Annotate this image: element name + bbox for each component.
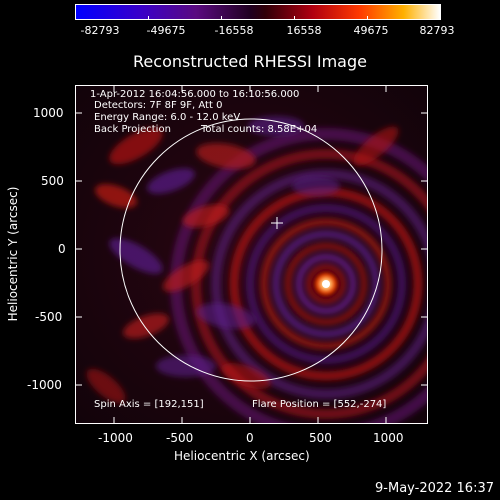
x-tick-label: -500: [166, 431, 194, 445]
x-tick-label: 500: [309, 431, 332, 445]
info-flare-position: Flare Position = [552,-274]: [252, 399, 387, 410]
cb-tick: [294, 16, 295, 20]
colorbar-label: -49675: [146, 24, 186, 37]
cb-tick: [75, 16, 76, 20]
cb-tick: [221, 16, 222, 20]
info-method: Back Projection: [94, 124, 171, 135]
y-axis-label: Heliocentric Y (arcsec): [6, 186, 20, 322]
cb-tick: [440, 16, 441, 20]
x-tick-label: 0: [246, 431, 254, 445]
y-tick-label: 1000: [33, 106, 64, 120]
info-total-counts: Total counts: 8.58E+04: [201, 124, 318, 135]
y-tick-label: 500: [41, 174, 64, 188]
info-spin-axis: Spin Axis = [192,151]: [94, 399, 204, 410]
colorbar-gradient: [76, 5, 440, 19]
info-energy-range: Energy Range: 6.0 - 12.0 keV: [94, 112, 241, 123]
colorbar-label: 16558: [286, 24, 322, 37]
x-axis-label: Heliocentric X (arcsec): [174, 449, 310, 463]
colorbar-label: 82793: [419, 24, 455, 37]
x-tick-label: -1000: [98, 431, 133, 445]
y-tick-label: -500: [35, 310, 63, 324]
info-time-range: 1-Apr-2012 16:04:56.000 to 16:10:56.000: [90, 89, 300, 100]
info-detectors: Detectors: 7F 8F 9F, Att 0: [94, 100, 223, 111]
colorbar-label: -82793: [80, 24, 120, 37]
y-tick-label: 0: [58, 242, 66, 256]
y-tick-label: -1000: [27, 378, 62, 392]
rhessi-image-plot[interactable]: 1-Apr-2012 16:04:56.000 to 16:10:56.000 …: [75, 85, 428, 424]
colorbar-labels: -82793 -49675 -16558 16558 49675 82793: [0, 0, 500, 50]
rhessi-image: [76, 86, 427, 423]
cb-tick: [367, 16, 368, 20]
colorbar-label: -16558: [214, 24, 254, 37]
colorbar-label: 49675: [353, 24, 389, 37]
cb-tick: [148, 16, 149, 20]
colorbar: [75, 4, 441, 20]
x-tick-label: 1000: [373, 431, 404, 445]
plot-title: Reconstructed RHESSI Image: [133, 52, 367, 71]
footer-date: 9-May-2022 16:37: [375, 481, 494, 496]
